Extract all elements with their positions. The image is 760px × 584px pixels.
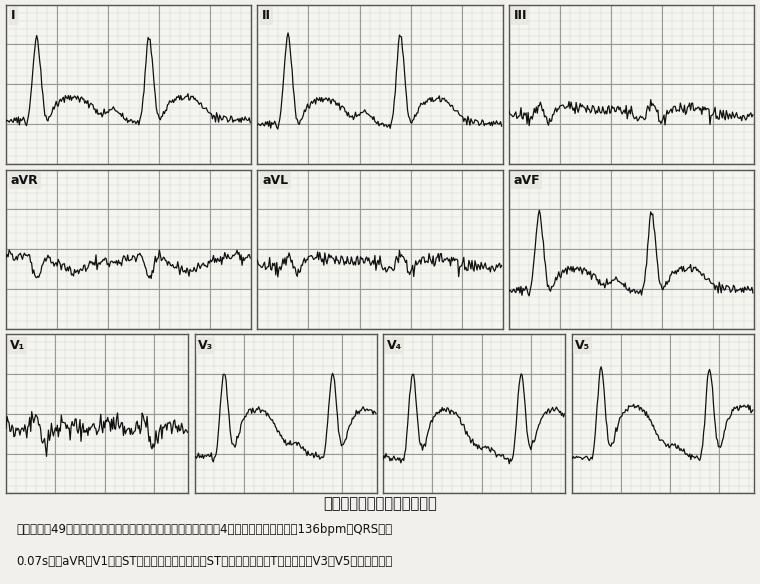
Text: V₁: V₁	[10, 339, 25, 352]
Text: 放射治疗急性心包积液心电图: 放射治疗急性心包积液心电图	[323, 496, 437, 512]
Text: V₄: V₄	[387, 339, 402, 352]
Text: V₃: V₃	[198, 339, 214, 352]
Text: 患者男性，49岁，纵隔肿瘤，既往无心脏病病史。胸部放射治疗4周记录的心电图，心率136bpm，QRS时限: 患者男性，49岁，纵隔肿瘤，既往无心脏病病史。胸部放射治疗4周记录的心电图，心率…	[17, 523, 393, 536]
Text: aVR: aVR	[11, 175, 39, 187]
Text: I: I	[11, 9, 15, 22]
Text: III: III	[514, 9, 527, 22]
Text: V₅: V₅	[575, 339, 591, 352]
Text: 0.07s，除aVR、V1导联ST段无抬高，其他各导联ST段均抬高，且与T波融合，以V3～V5导联最为明显: 0.07s，除aVR、V1导联ST段无抬高，其他各导联ST段均抬高，且与T波融合…	[17, 555, 393, 568]
Text: aVF: aVF	[514, 175, 540, 187]
Text: II: II	[262, 9, 271, 22]
Text: aVL: aVL	[262, 175, 288, 187]
